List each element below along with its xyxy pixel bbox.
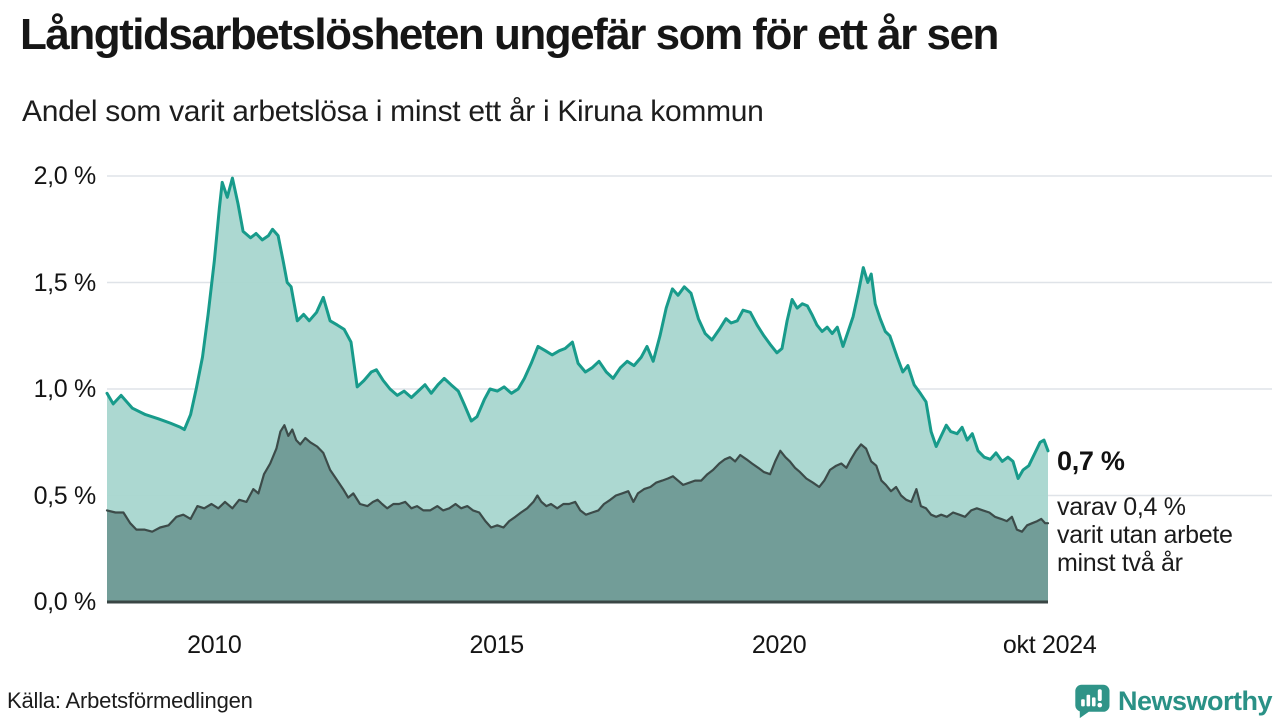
y-tick-label: 2,0 % [33,162,97,190]
y-tick-label: 1,0 % [33,375,97,403]
bar-icon [1086,694,1091,707]
brand-name: Newsworthy [1117,685,1273,716]
y-tick-label: 0,0 % [33,588,97,616]
endpoint-annotation-text: varav 0,4 % varit utan arbete minst två … [1057,493,1233,577]
series-areas [107,178,1048,602]
annotation-line: varit utan arbete [1057,521,1233,549]
newsworthy-logo: Newsworthy [1073,682,1273,720]
y-tick-label: 1,5 % [33,268,97,297]
x-tick-label: 2015 [469,631,525,659]
series-line-1 [105,424,1050,533]
chart-subtitle: Andel som varit arbetslösa i minst ett å… [22,95,764,128]
bar-icon [1081,699,1085,707]
x-tick-label: 2010 [187,631,242,659]
y-tick-label: 0,5 % [33,481,97,510]
series-lines [105,176,1050,533]
bar-icon [1091,697,1096,707]
annotation-line: minst två år [1057,549,1183,577]
newsworthy-speech-bubble-icon [1075,684,1110,719]
series-line-0 [105,176,1050,480]
annotation-line: varav 0,4 % [1057,493,1186,521]
exclamation-icon [1097,689,1102,701]
page-title: Långtidsarbetslösheten ungefär som för e… [20,10,999,59]
x-tick-label: 2020 [751,631,807,659]
x-tick-label: okt 2024 [1002,631,1097,659]
source-credit: Källa: Arbetsförmedlingen [7,688,253,713]
series-area-1 [107,425,1048,602]
endpoint-value-label: 0,7 % [1057,446,1125,476]
exclamation-dot-icon [1097,702,1103,708]
